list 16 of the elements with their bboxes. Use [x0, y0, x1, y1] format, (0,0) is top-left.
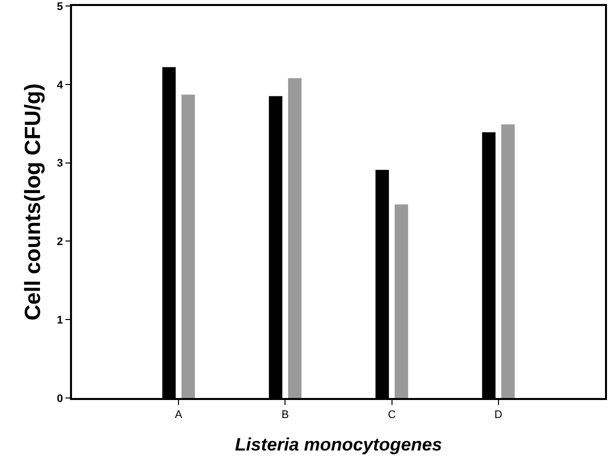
y-tick-label: 3: [56, 158, 64, 170]
y-tick-label: 4: [56, 79, 64, 92]
x-tick-label: A: [174, 408, 183, 421]
y-tick-label: 2: [56, 236, 64, 248]
x-tick-label: C: [388, 408, 396, 421]
y-axis-title: Cell counts(log CFU/g): [20, 83, 46, 321]
bar: [394, 204, 408, 398]
y-tick-label: 1: [56, 314, 64, 326]
x-tick-label: B: [282, 408, 289, 421]
y-tick-label: 5: [56, 0, 64, 13]
x-axis-title: Listeria monocytogenes: [234, 434, 442, 455]
bar: [181, 94, 195, 398]
bar: [288, 78, 302, 398]
y-tick-label: 0: [56, 392, 64, 405]
x-tick-label: D: [494, 408, 502, 421]
bar: [501, 124, 515, 398]
